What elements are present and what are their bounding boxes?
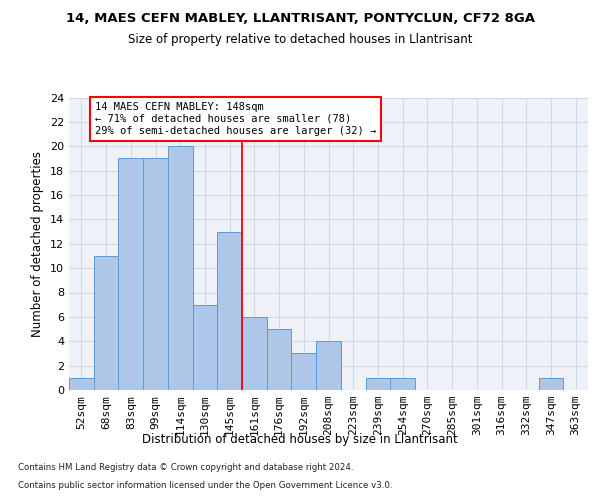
- Text: Contains HM Land Registry data © Crown copyright and database right 2024.: Contains HM Land Registry data © Crown c…: [18, 464, 353, 472]
- Text: Contains public sector information licensed under the Open Government Licence v3: Contains public sector information licen…: [18, 481, 392, 490]
- Bar: [242, 317, 267, 390]
- Bar: [143, 158, 168, 390]
- Text: 14 MAES CEFN MABLEY: 148sqm
← 71% of detached houses are smaller (78)
29% of sem: 14 MAES CEFN MABLEY: 148sqm ← 71% of det…: [95, 102, 376, 136]
- Bar: [193, 304, 217, 390]
- Bar: [267, 329, 292, 390]
- Bar: [168, 146, 193, 390]
- Bar: [390, 378, 415, 390]
- Bar: [94, 256, 118, 390]
- Bar: [365, 378, 390, 390]
- Text: Distribution of detached houses by size in Llantrisant: Distribution of detached houses by size …: [142, 432, 458, 446]
- Bar: [316, 341, 341, 390]
- Text: 14, MAES CEFN MABLEY, LLANTRISANT, PONTYCLUN, CF72 8GA: 14, MAES CEFN MABLEY, LLANTRISANT, PONTY…: [65, 12, 535, 26]
- Bar: [69, 378, 94, 390]
- Bar: [118, 158, 143, 390]
- Text: Size of property relative to detached houses in Llantrisant: Size of property relative to detached ho…: [128, 32, 472, 46]
- Y-axis label: Number of detached properties: Number of detached properties: [31, 151, 44, 337]
- Bar: [292, 354, 316, 390]
- Bar: [217, 232, 242, 390]
- Bar: [539, 378, 563, 390]
